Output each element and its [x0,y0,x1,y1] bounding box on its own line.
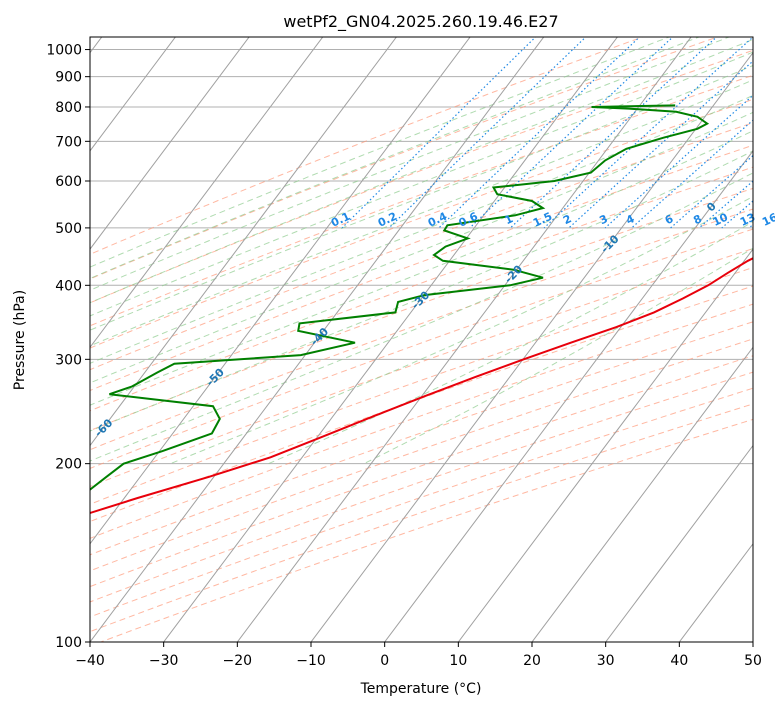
x-tick-label: 0 [380,653,389,669]
isotherm-line [163,37,619,642]
x-tick-label: −10 [296,653,326,669]
isotherm-line [90,37,398,447]
y-tick-label: 1000 [46,43,82,59]
x-tick-label: 50 [744,653,762,669]
moist-adiabat [90,79,753,347]
mixing-ratio-line [543,37,753,229]
dry-adiabat [90,74,753,327]
axis-ticks: −40 −30 −20 −10 0 10 20 30 40 50 100 200 300 400 500 60… [46,43,762,669]
dry-adiabat [90,371,753,603]
y-tick-label: 200 [55,457,82,473]
temperature-profile [90,257,753,515]
y-tick-label: 600 [55,174,82,190]
x-tick-label: 20 [523,653,541,669]
mixing-ratio-line [388,37,587,229]
isotherm-line [678,542,753,642]
dry-adiabat [90,144,753,392]
isotherm-line [605,444,753,642]
isotherm-line [90,37,177,152]
isotherm-line [531,346,753,642]
dry-adiabat [90,208,753,451]
x-tick-label: 40 [670,653,688,669]
mixing-ratio-label: 10 [711,210,731,228]
isotherm-line [236,37,692,642]
moist-adiabat [363,247,753,465]
dry-adiabat [90,49,753,304]
dry-adiabat [90,37,645,255]
moist-adiabat [90,111,753,384]
plot-frame [89,36,754,643]
background-lines [90,25,775,642]
mixing-ratio-line [631,119,753,229]
dry-adiabat [90,338,753,572]
y-tick-label: 400 [55,278,82,294]
isotherm-line [90,37,545,642]
y-tick-label: 900 [55,70,82,86]
mixing-ratio-label: 16 [760,210,775,228]
x-axis-label: Temperature (°C) [360,681,482,697]
isotherm-line [90,37,250,250]
isotherm-line [384,150,753,642]
dry-adiabat [90,248,753,488]
dry-adiabat [90,285,753,523]
x-tick-label: −20 [223,653,253,669]
y-tick-label: 500 [55,221,82,237]
isotherm-line [90,37,471,545]
x-tick-label: −40 [75,653,105,669]
moist-adiabat [90,38,753,304]
isotherm-line [90,37,324,349]
y-tick-label: 800 [55,100,82,116]
mixing-ratio-line [568,60,753,229]
mixing-ratio-line [341,37,537,229]
moist-adiabat [90,51,753,317]
y-axis-label: Pressure (hPa) [12,290,28,390]
x-tick-label: 30 [597,653,615,669]
dry-adiabat [90,37,719,280]
dry-adiabat [90,303,753,539]
moist-adiabat [90,37,671,268]
moist-adiabat [90,130,753,406]
dry-adiabat [90,166,753,412]
chart-title: wetPf2_GN04.2025.260.19.46.E27 [283,12,558,32]
moist-adiabat [90,150,753,432]
y-tick-label: 700 [55,134,82,150]
mixing-ratio-line [771,25,775,228]
x-tick-label: −30 [149,653,179,669]
dewpoint-profile [90,104,710,491]
isotherm-line [457,248,753,642]
y-tick-label: 300 [55,352,82,368]
y-tick-label: 100 [55,635,82,651]
isotherm-label: -70 [0,468,3,491]
data-series [90,104,753,515]
moist-adiabat [90,37,701,280]
x-tick-label: 10 [449,653,467,669]
